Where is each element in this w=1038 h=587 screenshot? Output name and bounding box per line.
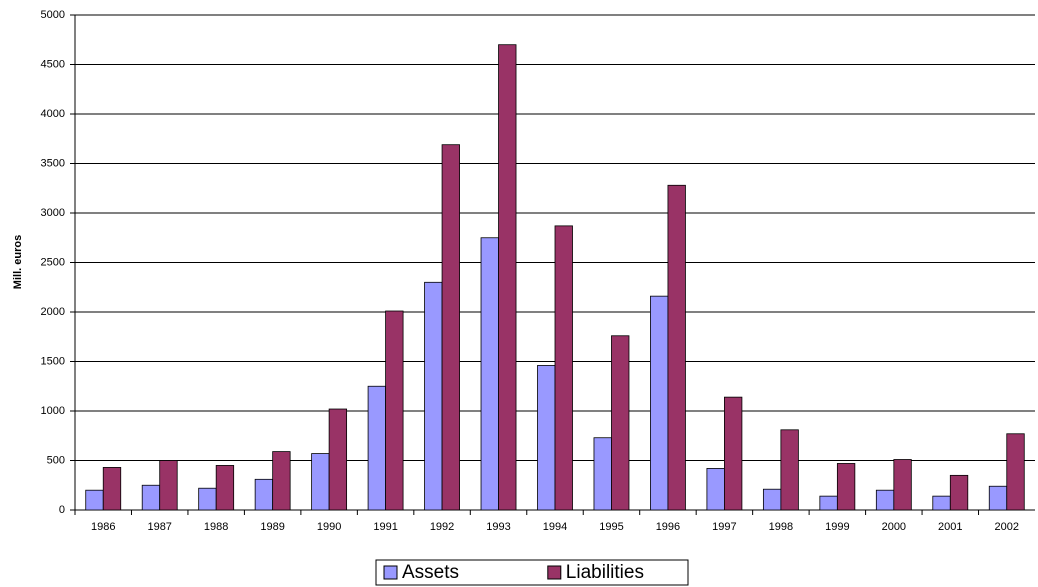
y-tick-label: 1000 bbox=[41, 405, 65, 417]
x-tick-label: 1988 bbox=[204, 521, 228, 533]
y-tick-label: 5000 bbox=[41, 9, 65, 21]
bar bbox=[198, 487, 217, 511]
x-tick-label: 1992 bbox=[430, 521, 454, 533]
bar bbox=[650, 295, 669, 511]
x-tick-label: 1995 bbox=[599, 521, 623, 533]
y-tick-label: 4500 bbox=[41, 58, 65, 70]
bar bbox=[159, 460, 178, 511]
bar bbox=[949, 474, 969, 511]
bar bbox=[836, 463, 856, 511]
bar bbox=[593, 437, 612, 511]
bar bbox=[480, 237, 499, 511]
y-tick-label: 4000 bbox=[41, 108, 65, 120]
bar bbox=[762, 488, 782, 511]
bar bbox=[706, 468, 725, 511]
bar bbox=[988, 485, 1008, 511]
x-tick-label: 1999 bbox=[825, 521, 849, 533]
y-tick-label: 0 bbox=[59, 504, 65, 516]
bar bbox=[85, 489, 104, 511]
legend-swatch bbox=[383, 565, 398, 580]
y-axis-label: Mill. euros bbox=[12, 235, 24, 289]
bar bbox=[328, 408, 348, 511]
bar bbox=[272, 451, 291, 511]
bar bbox=[385, 310, 404, 511]
bar bbox=[932, 495, 951, 511]
y-tick-label: 2500 bbox=[41, 256, 65, 268]
bar bbox=[141, 484, 161, 511]
bar bbox=[367, 385, 386, 511]
bar bbox=[893, 459, 912, 511]
bar bbox=[724, 396, 743, 511]
x-tick-label: 1996 bbox=[656, 521, 680, 533]
y-tick-label: 1500 bbox=[41, 355, 65, 367]
bar bbox=[537, 365, 556, 511]
legend-label: Liabilities bbox=[566, 562, 644, 583]
y-tick-label: 2000 bbox=[41, 306, 65, 318]
legend-label: Assets bbox=[402, 562, 459, 583]
x-tick-label: 1991 bbox=[373, 521, 397, 533]
bar bbox=[819, 495, 838, 511]
bar bbox=[611, 335, 630, 511]
bar bbox=[254, 478, 274, 511]
bar bbox=[875, 489, 895, 511]
bar bbox=[215, 465, 235, 511]
y-tick-label: 500 bbox=[47, 454, 65, 466]
x-tick-label: 1990 bbox=[317, 521, 341, 533]
x-tick-label: 1987 bbox=[147, 521, 171, 533]
legend-swatch bbox=[547, 565, 562, 580]
bar bbox=[498, 44, 517, 511]
x-tick-label: 1994 bbox=[543, 521, 567, 533]
y-tick-label: 3000 bbox=[41, 207, 65, 219]
x-tick-label: 1993 bbox=[486, 521, 510, 533]
x-tick-label: 2001 bbox=[938, 521, 962, 533]
bar bbox=[102, 467, 122, 511]
bar bbox=[311, 453, 330, 511]
legend-box bbox=[375, 559, 689, 586]
x-tick-label: 2002 bbox=[995, 521, 1019, 533]
x-tick-label: 1989 bbox=[260, 521, 284, 533]
bar bbox=[554, 225, 573, 511]
bar bbox=[441, 144, 460, 511]
bar bbox=[667, 184, 686, 511]
bar bbox=[780, 429, 799, 511]
bar bbox=[1006, 433, 1025, 511]
x-tick-label: 2000 bbox=[882, 521, 906, 533]
y-tick-label: 3500 bbox=[41, 157, 65, 169]
x-tick-label: 1998 bbox=[769, 521, 793, 533]
x-tick-label: 1986 bbox=[91, 521, 115, 533]
bar bbox=[424, 281, 443, 511]
x-tick-label: 1997 bbox=[712, 521, 736, 533]
